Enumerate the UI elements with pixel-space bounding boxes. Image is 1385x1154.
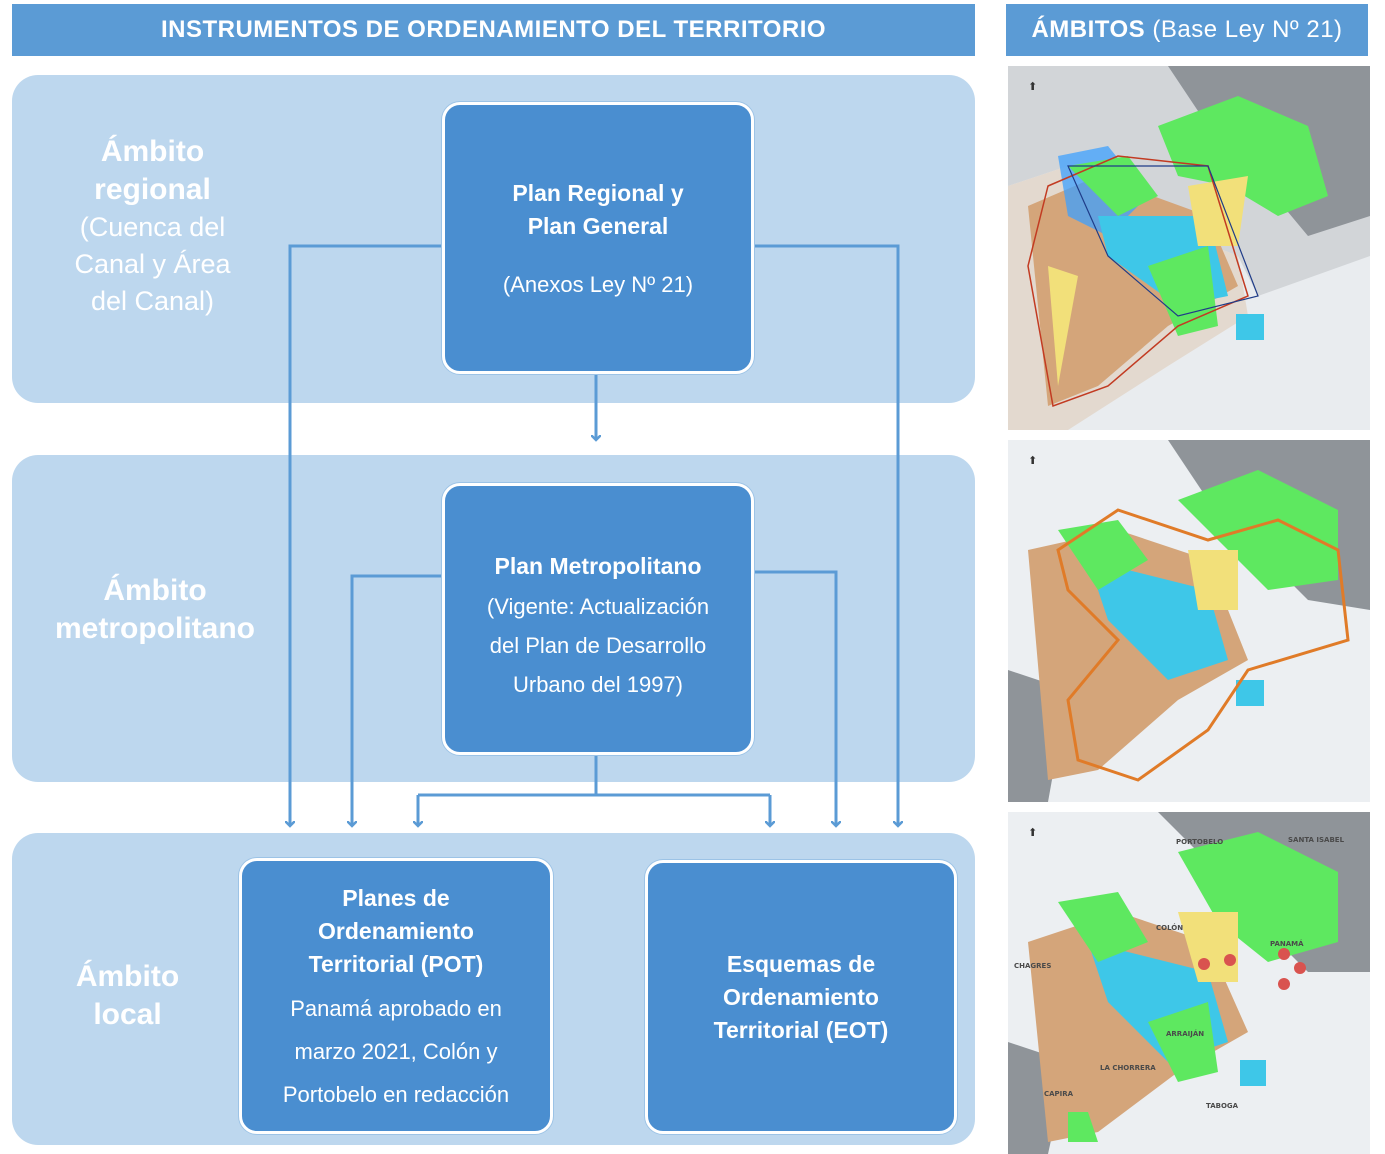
regional-label-line1: Ámbito: [100, 135, 205, 168]
place-label-taboga: TABOGA: [1206, 1102, 1239, 1110]
eot-node: Esquemas de Ordenamiento Territorial (EO…: [645, 860, 957, 1134]
place-label-colon: COLÓN: [1156, 924, 1184, 932]
place-label-panama: PANAMÁ: [1270, 940, 1304, 948]
place-label-arraijan: ARRAIJÁN: [1166, 1030, 1205, 1038]
ambitos-header: ÁMBITOS (Base Ley Nº 21): [1006, 4, 1368, 56]
regional-label-line2: regional: [94, 173, 211, 206]
map-regional: ⬆: [1008, 66, 1370, 430]
place-label-capira: CAPIRA: [1044, 1090, 1074, 1098]
regional-label-line4: Canal y Área: [74, 249, 231, 279]
north-arrow-icon: ⬆: [1028, 454, 1038, 467]
pot-title2: Ordenamiento: [318, 918, 474, 944]
plan-regional-node: Plan Regional y Plan General (Anexos Ley…: [442, 102, 754, 374]
eot-title3: Territorial (EOT): [713, 1016, 889, 1043]
pot-note1: Panamá aprobado en: [290, 996, 502, 1021]
pot-note2: marzo 2021, Colón y: [294, 1039, 498, 1064]
place-label-portobelo: PORTOBELO: [1176, 838, 1224, 846]
plan-regional-title2: Plan General: [527, 212, 669, 239]
ambitos-header-base: (Base Ley Nº 21): [1152, 16, 1343, 43]
place-label-chagres: CHAGRES: [1014, 962, 1052, 970]
pot-node: Planes de Ordenamiento Territorial (POT)…: [239, 858, 553, 1134]
pot-note3: Portobelo en redacción: [282, 1082, 510, 1107]
plan-regional-note: (Anexos Ley Nº 21): [502, 271, 694, 297]
eot-title2: Ordenamiento: [723, 983, 879, 1010]
metropolitan-band-label: Ámbito metropolitano: [30, 572, 280, 648]
instruments-header: INSTRUMENTOS DE ORDENAMIENTO DEL TERRITO…: [12, 4, 975, 56]
instruments-header-text: INSTRUMENTOS DE ORDENAMIENTO DEL TERRITO…: [160, 16, 827, 43]
metro-label-line1: Ámbito: [103, 574, 207, 607]
place-label-la-chorrera: LA CHORRERA: [1100, 1064, 1156, 1072]
local-band-label: Ámbito local: [30, 958, 225, 1034]
regional-band-label: Ámbito regional (Cuenca del Canal y Área…: [40, 133, 265, 320]
plan-regional-title1: Plan Regional y: [512, 179, 684, 206]
map-metropolitano: ⬆: [1008, 440, 1370, 802]
north-arrow-icon: ⬆: [1028, 826, 1038, 839]
north-arrow-icon: ⬆: [1028, 80, 1038, 93]
pot-title3: Territorial (POT): [308, 951, 484, 977]
place-label-santa-isabel: SANTA ISABEL: [1288, 836, 1345, 844]
pot-title1: Planes de: [342, 885, 450, 911]
plan-metro-note1: (Vigente: Actualización: [486, 594, 710, 619]
map-local: ⬆ PORTOBELO SANTA ISABEL COLÓN CHAGRES P…: [1008, 812, 1370, 1154]
plan-metro-title: Plan Metropolitano: [494, 553, 702, 579]
regional-label-line3: (Cuenca del: [79, 212, 226, 242]
regional-label-line5: del Canal): [90, 286, 215, 316]
local-label-line2: local: [93, 998, 162, 1031]
plan-metro-note3: Urbano del 1997): [512, 672, 683, 697]
plan-metro-note2: del Plan de Desarrollo: [489, 633, 707, 658]
eot-title1: Esquemas de: [726, 950, 876, 977]
metro-label-line2: metropolitano: [55, 612, 255, 645]
plan-metropolitano-node: Plan Metropolitano (Vigente: Actualizaci…: [442, 483, 754, 755]
local-label-line1: Ámbito: [75, 960, 180, 993]
ambitos-header-bold: ÁMBITOS: [1031, 16, 1146, 43]
